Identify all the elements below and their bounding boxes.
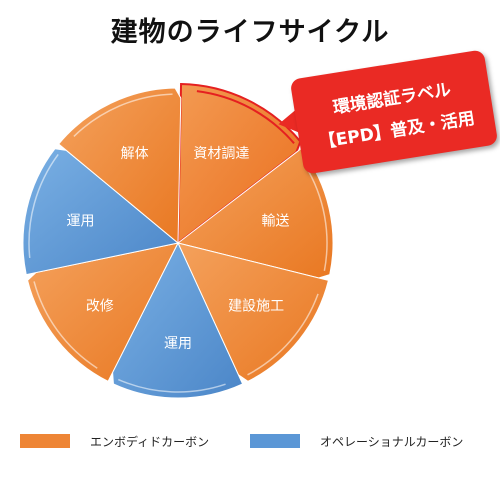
segment-arrow-arc-3 — [118, 378, 226, 393]
legend: エンボディドカーボン オペレーショナルカーボン — [20, 432, 490, 452]
segment-label-2: 建設施工 — [228, 298, 284, 314]
legend-label-operational: オペレーショナルカーボン — [320, 435, 464, 449]
segment-embodied-2 — [177, 242, 330, 382]
segment-label-3: 運用 — [164, 336, 192, 352]
segment-arrow-arc-5 — [28, 153, 59, 259]
segment-arrow-arc-0 — [196, 90, 295, 144]
segment-arrow-arc-6 — [73, 93, 173, 137]
segment-label-1: 輸送 — [261, 214, 289, 230]
segment-operational-3 — [112, 241, 244, 399]
segment-arrow-arc-1 — [304, 164, 328, 271]
legend-swatch-embodied — [20, 434, 70, 448]
page-title: 建物のライフサイクル — [110, 17, 390, 48]
segment-label-5: 運用 — [67, 214, 95, 230]
segment-label-6: 解体 — [121, 146, 149, 162]
legend-swatch-operational — [250, 434, 300, 448]
segment-operational-5 — [22, 148, 180, 276]
segment-label-0: 資材調達 — [193, 146, 249, 162]
segment-arrow-arc-4 — [33, 281, 98, 369]
legend-label-embodied: エンボディドカーボン — [90, 435, 210, 449]
segment-label-4: 改修 — [86, 298, 114, 314]
segment-embodied-4 — [27, 242, 179, 383]
segment-embodied-6 — [57, 87, 182, 245]
segment-arrow-arc-2 — [247, 293, 319, 376]
